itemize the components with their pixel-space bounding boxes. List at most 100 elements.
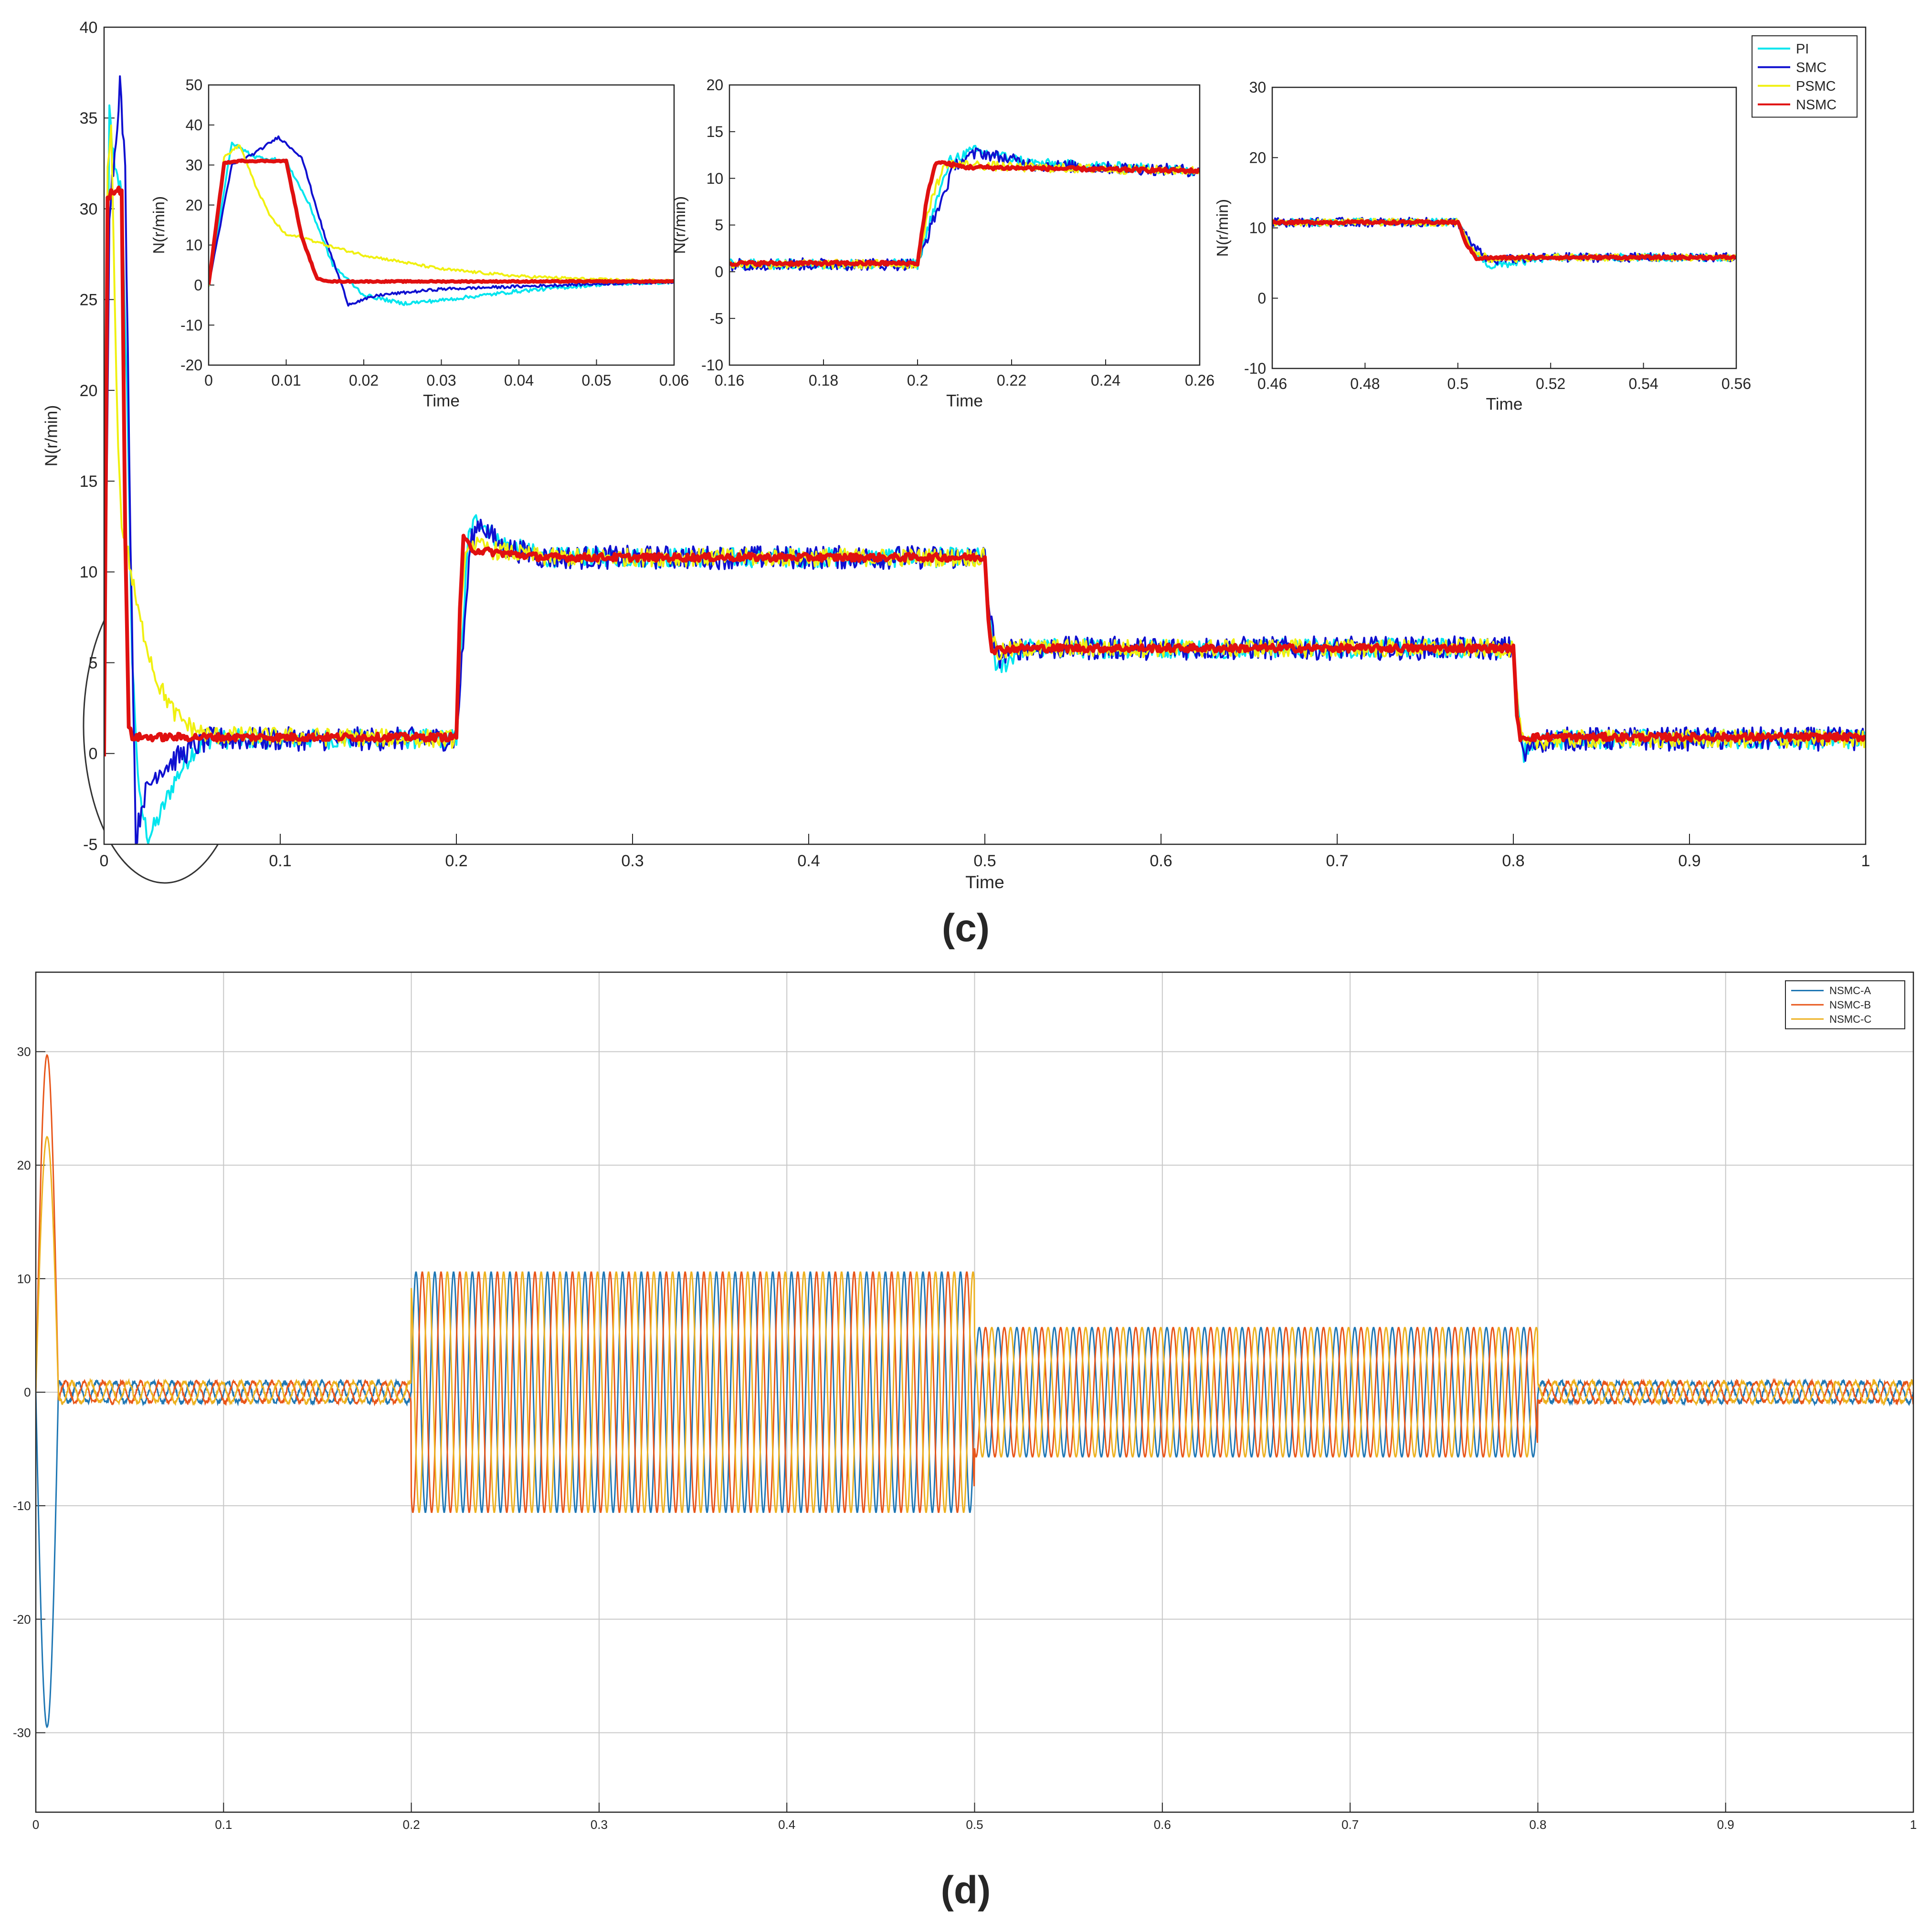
d-main-xtick-label-5: 0.5 <box>966 1817 983 1832</box>
d-main-ytick-label-2: -10 <box>13 1499 31 1513</box>
c-inset-3-xlabel: Time <box>1486 395 1523 413</box>
c-main-ytick-label-1: 0 <box>88 745 97 763</box>
c-main-legend-label-PSMC: PSMC <box>1796 79 1836 94</box>
d-main-series-NSMC-C <box>36 1135 1913 1513</box>
c-main-ytick-label-8: 35 <box>80 109 98 127</box>
c-inset-1-ytick-label-4: 20 <box>186 197 203 214</box>
c-main-xtick-label-10: 1 <box>1861 852 1870 870</box>
c-inset-2-series-NSMC <box>729 160 1200 267</box>
d-main-series-NSMC-A <box>36 1271 1913 1729</box>
c-main-ylabel: N(r/min) <box>42 405 61 467</box>
c-main-xtick-label-6: 0.6 <box>1150 852 1172 870</box>
c-main-xtick-label-1: 0.1 <box>269 852 291 870</box>
c-main-legend: PI SMC PSMC NSMC <box>1752 35 1858 118</box>
c-inset-3-plot-area <box>1272 87 1736 368</box>
d-main-series-NSMC-B <box>36 1054 1913 1513</box>
c-main-xtick-label-8: 0.8 <box>1502 852 1524 870</box>
c-inset-2-xtick-label-1: 0.18 <box>809 372 838 389</box>
c-inset-2-xtick-label-2: 0.2 <box>907 372 928 389</box>
d-main-ytick-label-0: -30 <box>13 1726 31 1740</box>
c-inset-2-series-group <box>729 145 1200 272</box>
c-main-ytick-label-3: 10 <box>80 563 98 581</box>
c-main-ytick-label-4: 15 <box>80 472 98 491</box>
c-inset-1-ylabel: N(r/min) <box>150 196 168 254</box>
d-main-xtick-label-3: 0.3 <box>591 1817 608 1832</box>
c-inset-2-xtick-label-0: 0.16 <box>715 372 744 389</box>
c-main-xlabel: Time <box>965 872 1004 892</box>
c-main-xtick-label-7: 0.7 <box>1326 852 1348 870</box>
c-main-legend-label-SMC: SMC <box>1796 60 1826 75</box>
chart-c-inset-3: 0.46 0.48 0.5 0.52 0.54 0.56 -10 0 10 20 30 Time N(r… <box>1214 79 1751 413</box>
c-inset-1-series-SMC <box>209 135 674 307</box>
c-inset-2-ytick-label-6: 20 <box>707 76 724 94</box>
d-main-xtick-label-9: 0.9 <box>1717 1817 1734 1832</box>
c-inset-2-ytick-label-0: -10 <box>701 357 723 374</box>
c-inset-2-ytick-label-3: 5 <box>715 217 723 234</box>
c-inset-1-xtick-label-6: 0.06 <box>659 372 689 389</box>
chart-c-inset-1: 0 0.01 0.02 0.03 0.04 0.05 0.06 -20 -10 0 10 20 30 40… <box>150 76 689 410</box>
d-main-ytick-label-1: -20 <box>13 1612 31 1627</box>
c-inset-3-ylabel: N(r/min) <box>1214 199 1232 257</box>
c-inset-1-xtick-label-4: 0.04 <box>504 372 534 389</box>
c-inset-3-xtick-label-5: 0.56 <box>1721 375 1751 392</box>
c-inset-1-xtick-label-2: 0.02 <box>349 372 379 389</box>
c-inset-1-xlabel: Time <box>423 391 460 410</box>
c-inset-1-ytick-label-0: -20 <box>180 357 202 374</box>
c-inset-1-xtick-label-3: 0.03 <box>426 372 456 389</box>
c-main-frame <box>103 26 1867 845</box>
c-main-xtick-label-3: 0.3 <box>621 852 644 870</box>
c-inset-1-ytick-label-5: 30 <box>186 157 203 174</box>
c-inset-1-ytick-label-7: 50 <box>186 76 203 94</box>
d-main-xtick-label-4: 0.4 <box>778 1817 795 1832</box>
d-main-legend-label-NSMC-C: NSMC-C <box>1829 1013 1871 1025</box>
c-inset-1-xtick-label-1: 0.01 <box>271 372 301 389</box>
c-inset-2-ytick-label-5: 15 <box>707 123 724 140</box>
d-main-frame <box>35 971 1914 1813</box>
c-inset-2-plot-area <box>729 85 1200 365</box>
d-main-legend-label-NSMC-B: NSMC-B <box>1829 999 1871 1011</box>
c-inset-1-ytick-label-2: 0 <box>194 276 202 294</box>
c-inset-2-xlabel: Time <box>946 391 983 410</box>
c-inset-3-xtick-label-1: 0.48 <box>1350 375 1380 392</box>
c-inset-1-ytick-label-6: 40 <box>186 116 203 134</box>
c-inset-1-xtick-label-0: 0 <box>204 372 213 389</box>
c-main-xtick-label-2: 0.2 <box>445 852 467 870</box>
d-main-legend-label-NSMC-A: NSMC-A <box>1829 985 1871 997</box>
c-inset-3-xtick-label-0: 0.46 <box>1257 375 1287 392</box>
panel-label-d: (d) <box>941 1869 991 1912</box>
c-inset-3-ytick-label-0: -10 <box>1244 360 1266 377</box>
panel-label-c: (c) <box>942 906 990 950</box>
c-main-series-group <box>104 75 1866 844</box>
c-main-legend-label-PI: PI <box>1796 42 1809 57</box>
c-main-ytick-label-7: 30 <box>80 200 98 218</box>
c-inset-2-xtick-label-4: 0.24 <box>1091 372 1120 389</box>
c-inset-3-series-group <box>1272 217 1736 270</box>
c-main-xtick-label-9: 0.9 <box>1678 852 1700 870</box>
c-inset-3-xtick-label-3: 0.52 <box>1536 375 1565 392</box>
c-inset-1-frame <box>208 84 675 366</box>
c-inset-3-series-NSMC <box>1272 219 1736 262</box>
c-inset-2-xtick-label-5: 0.26 <box>1185 372 1214 389</box>
c-main-xtick-label-0: 0 <box>100 852 109 870</box>
c-inset-1-series-group <box>209 135 674 307</box>
c-inset-1-ytick-label-3: 10 <box>186 237 203 254</box>
c-inset-3-xtick-label-4: 0.54 <box>1628 375 1658 392</box>
d-main-series-group <box>36 1054 1913 1729</box>
c-main-ytick-label-9: 40 <box>80 19 98 37</box>
c-inset-2-ytick-label-2: 0 <box>715 263 723 281</box>
chart-d-main: 0 0.1 0.2 0.3 0.4 0.5 0.6 0.7 0.8 0.9 1 -30 -20 -10 0 1… <box>13 971 1917 1832</box>
d-main-xtick-label-1: 0.1 <box>215 1817 232 1832</box>
c-inset-1-series-NSMC <box>209 158 674 285</box>
d-main-xtick-label-0: 0 <box>32 1817 39 1832</box>
c-inset-3-ytick-label-4: 30 <box>1249 79 1267 96</box>
c-inset-2-ytick-label-1: -5 <box>710 310 723 327</box>
c-main-legend-label-NSMC: NSMC <box>1796 97 1837 113</box>
c-inset-2-xtick-label-3: 0.22 <box>997 372 1026 389</box>
d-main-ytick-label-3: 0 <box>24 1385 31 1399</box>
c-inset-1-xtick-label-5: 0.05 <box>581 372 611 389</box>
c-inset-3-ytick-label-2: 10 <box>1249 220 1267 237</box>
c-main-xtick-label-4: 0.4 <box>797 852 820 870</box>
d-main-xtick-label-8: 0.8 <box>1529 1817 1546 1832</box>
d-main-ytick-label-5: 20 <box>17 1158 31 1172</box>
